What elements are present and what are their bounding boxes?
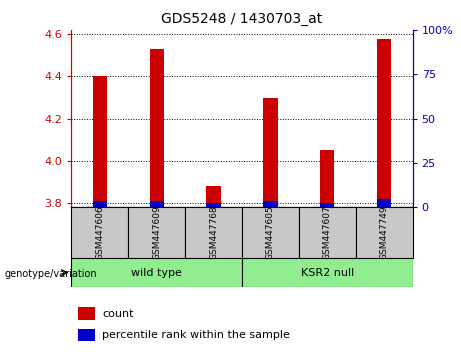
FancyBboxPatch shape <box>71 207 128 258</box>
Text: GSM447768: GSM447768 <box>209 205 218 260</box>
Bar <box>207 186 221 207</box>
Bar <box>263 201 278 207</box>
Text: GSM447609: GSM447609 <box>152 205 161 260</box>
Bar <box>320 150 334 207</box>
Text: count: count <box>102 309 134 319</box>
Bar <box>93 201 107 207</box>
FancyBboxPatch shape <box>128 207 185 258</box>
Text: GSM447749: GSM447749 <box>380 205 389 260</box>
Text: GSM447605: GSM447605 <box>266 205 275 260</box>
Bar <box>78 329 95 341</box>
Bar <box>150 201 164 207</box>
Bar <box>320 203 334 207</box>
FancyBboxPatch shape <box>356 207 413 258</box>
Text: percentile rank within the sample: percentile rank within the sample <box>102 330 290 340</box>
Text: wild type: wild type <box>131 268 182 278</box>
FancyBboxPatch shape <box>299 207 356 258</box>
Bar <box>377 39 391 207</box>
FancyBboxPatch shape <box>71 258 242 287</box>
Bar <box>377 199 391 207</box>
FancyBboxPatch shape <box>185 207 242 258</box>
Text: genotype/variation: genotype/variation <box>5 269 97 279</box>
Title: GDS5248 / 1430703_at: GDS5248 / 1430703_at <box>161 12 323 26</box>
Bar <box>78 307 95 320</box>
Bar <box>150 49 164 207</box>
Bar <box>207 203 221 207</box>
FancyBboxPatch shape <box>242 207 299 258</box>
Bar <box>263 97 278 207</box>
Text: KSR2 null: KSR2 null <box>301 268 354 278</box>
Text: GSM447607: GSM447607 <box>323 205 332 260</box>
FancyBboxPatch shape <box>242 258 413 287</box>
Text: GSM447606: GSM447606 <box>95 205 104 260</box>
Bar <box>93 76 107 207</box>
